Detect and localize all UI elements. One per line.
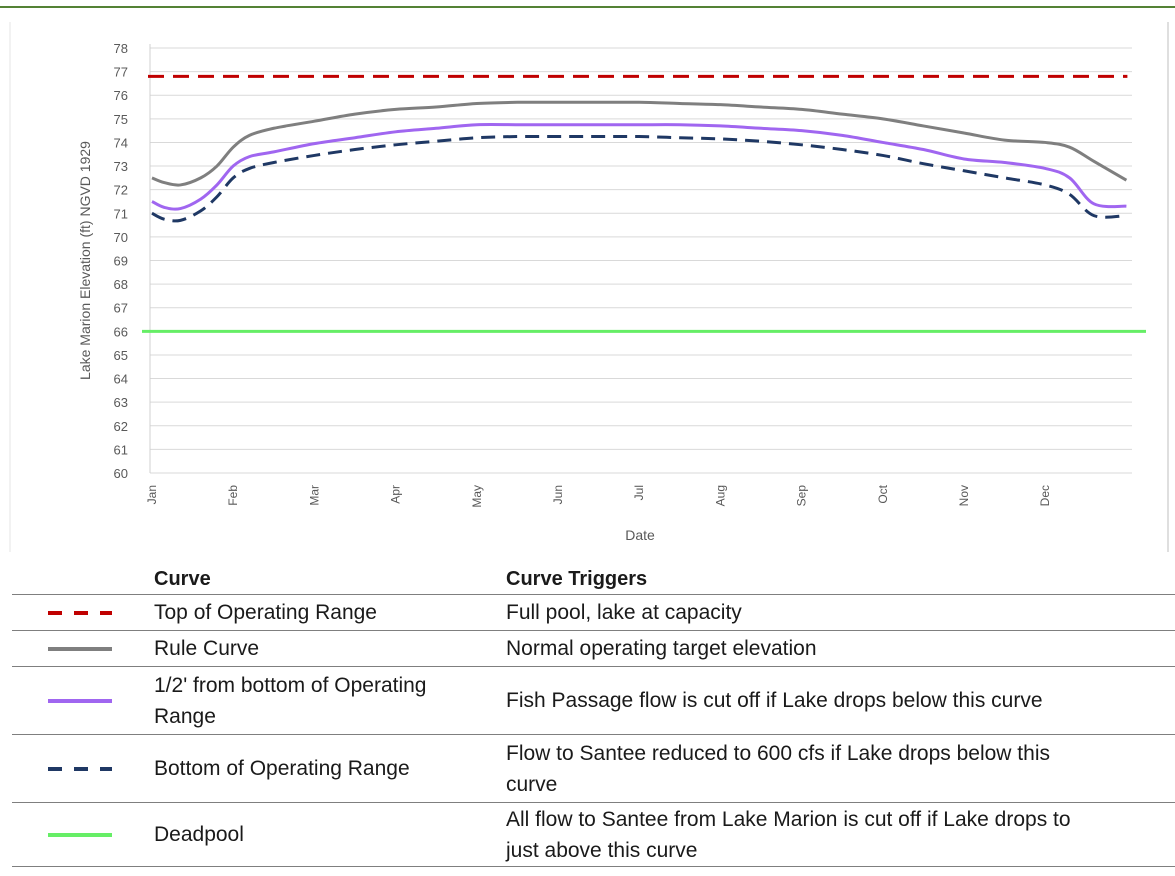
x-tick-label: Feb <box>226 485 240 506</box>
legend-curve-trigger: Fish Passage flow is cut off if Lake dro… <box>506 666 1175 735</box>
legend-curve-trigger-line: just above this curve <box>506 838 698 862</box>
y-tick-label: 74 <box>114 135 128 150</box>
legend-swatch-cell <box>12 734 142 803</box>
legend-header-row: Curve Curve Triggers <box>12 562 1175 595</box>
y-tick-label: 72 <box>114 183 128 198</box>
legend-curve-trigger: Full pool, lake at capacity <box>506 594 1175 631</box>
legend-swatch-half <box>48 698 112 703</box>
x-axis-title: Date <box>625 527 655 543</box>
legend-row-top: Top of Operating Range Full pool, lake at… <box>12 594 1175 631</box>
legend-row-half: 1/2' from bottom of Operating Range Fish P… <box>12 666 1175 735</box>
legend-swatch-cell <box>12 802 142 867</box>
x-tick-label: Jul <box>632 485 646 500</box>
series-line-rule <box>151 100 1128 187</box>
legend-curve-trigger-line: Normal operating target elevation <box>506 637 817 660</box>
x-tick-label: Aug <box>713 485 727 506</box>
y-tick-label: 76 <box>114 88 128 103</box>
legend-curve-trigger-line: Fish Passage flow is cut off if Lake dro… <box>506 689 1043 712</box>
y-tick-label: 60 <box>114 466 128 481</box>
y-tick-label: 66 <box>114 324 128 339</box>
legend-swatch-cell <box>12 594 142 631</box>
y-tick-label: 70 <box>114 230 128 245</box>
legend-curve-name: Top of Operating Range <box>142 594 506 631</box>
x-tick-label: Jun <box>551 485 565 504</box>
legend-row-rule: Rule Curve Normal operating target elevat… <box>12 630 1175 667</box>
y-tick-label: 75 <box>114 112 128 127</box>
legend-curve-trigger: All flow to Santee from Lake Marion is c… <box>506 802 1175 867</box>
legend-curve-name: Deadpool <box>142 802 506 867</box>
y-tick-label: 71 <box>114 206 128 221</box>
legend-swatch-cell <box>12 630 142 667</box>
legend-table: Curve Curve Triggers Top of Operating Ra… <box>12 562 1175 867</box>
legend-header-swatch <box>12 562 142 595</box>
legend-header-triggers: Curve Triggers <box>506 567 648 590</box>
y-tick-label: 62 <box>114 419 128 434</box>
legend-curve-trigger-line: Full pool, lake at capacity <box>506 601 742 624</box>
legend-header-curve: Curve <box>154 567 211 590</box>
y-tick-label: 78 <box>114 41 128 56</box>
y-axis-title: Lake Marion Elevation (ft) NGVD 1929 <box>77 141 93 380</box>
series-line-half <box>151 122 1127 211</box>
legend-curve-name: Bottom of Operating Range <box>142 734 506 803</box>
y-tick-label: 63 <box>114 395 128 410</box>
legend-curve-name-line: Rule Curve <box>154 637 260 660</box>
x-tick-label: Apr <box>389 485 403 504</box>
y-tick-label: 61 <box>114 442 128 457</box>
x-tick-label: Nov <box>957 485 971 506</box>
y-tick-label: 73 <box>114 159 128 174</box>
y-tick-label: 64 <box>114 372 128 387</box>
legend-swatch-cell <box>12 666 142 735</box>
legend-swatch-top <box>48 610 112 615</box>
x-tick-label: May <box>470 485 484 508</box>
legend-curve-trigger: Flow to Santee reduced to 600 cfs if Lak… <box>506 734 1175 803</box>
legend-curve-name-line: 1/2' from bottom of Operating <box>154 673 427 697</box>
legend-curve-name: Rule Curve <box>142 630 506 667</box>
legend-curve-trigger-line: All flow to Santee from Lake Marion is c… <box>506 807 1071 831</box>
elevation-chart: 60 61 62 63 64 65 66 67 68 69 70 71 72 73 74 75 76 77 78 Ja… <box>0 6 1175 552</box>
legend-swatch-bottom <box>48 766 112 771</box>
legend-curve-trigger: Normal operating target elevation <box>506 630 1175 667</box>
y-tick-label: 77 <box>114 65 128 80</box>
x-tick-label: Dec <box>1038 485 1052 506</box>
legend-curve-name-line: Range <box>154 704 216 728</box>
x-tick-label: Sep <box>795 485 809 507</box>
legend-swatch-rule <box>48 646 112 651</box>
legend-curve-name: 1/2' from bottom of Operating Range <box>142 666 506 735</box>
legend-row-dead: Deadpool All flow to Santee from Lake Mar… <box>12 802 1175 867</box>
legend-swatch-dead <box>48 832 112 837</box>
x-tick-label: Oct <box>876 484 890 503</box>
y-tick-label: 68 <box>114 277 128 292</box>
legend-curve-trigger-line: curve <box>506 772 558 796</box>
y-tick-label: 65 <box>114 348 128 363</box>
legend-row-bottom: Bottom of Operating Range Flow to Santee … <box>12 734 1175 803</box>
y-tick-label: 69 <box>114 254 128 269</box>
legend-body: Top of Operating Range Full pool, lake at… <box>12 594 1175 867</box>
x-tick-label: Mar <box>307 485 321 506</box>
series-line-bottom <box>151 134 1127 223</box>
legend-curve-trigger-line: Flow to Santee reduced to 600 cfs if Lak… <box>506 741 1050 765</box>
chart-area: 60 61 62 63 64 65 66 67 68 69 70 71 72 73 74 75 76 77 78 Ja… <box>0 6 1175 552</box>
legend-curve-name-line: Bottom of Operating Range <box>154 757 410 780</box>
legend-curve-name-line: Top of Operating Range <box>154 601 377 624</box>
y-tick-label: 67 <box>114 301 128 316</box>
legend-curve-name-line: Deadpool <box>154 823 244 846</box>
x-tick-label: Jan <box>145 485 159 504</box>
